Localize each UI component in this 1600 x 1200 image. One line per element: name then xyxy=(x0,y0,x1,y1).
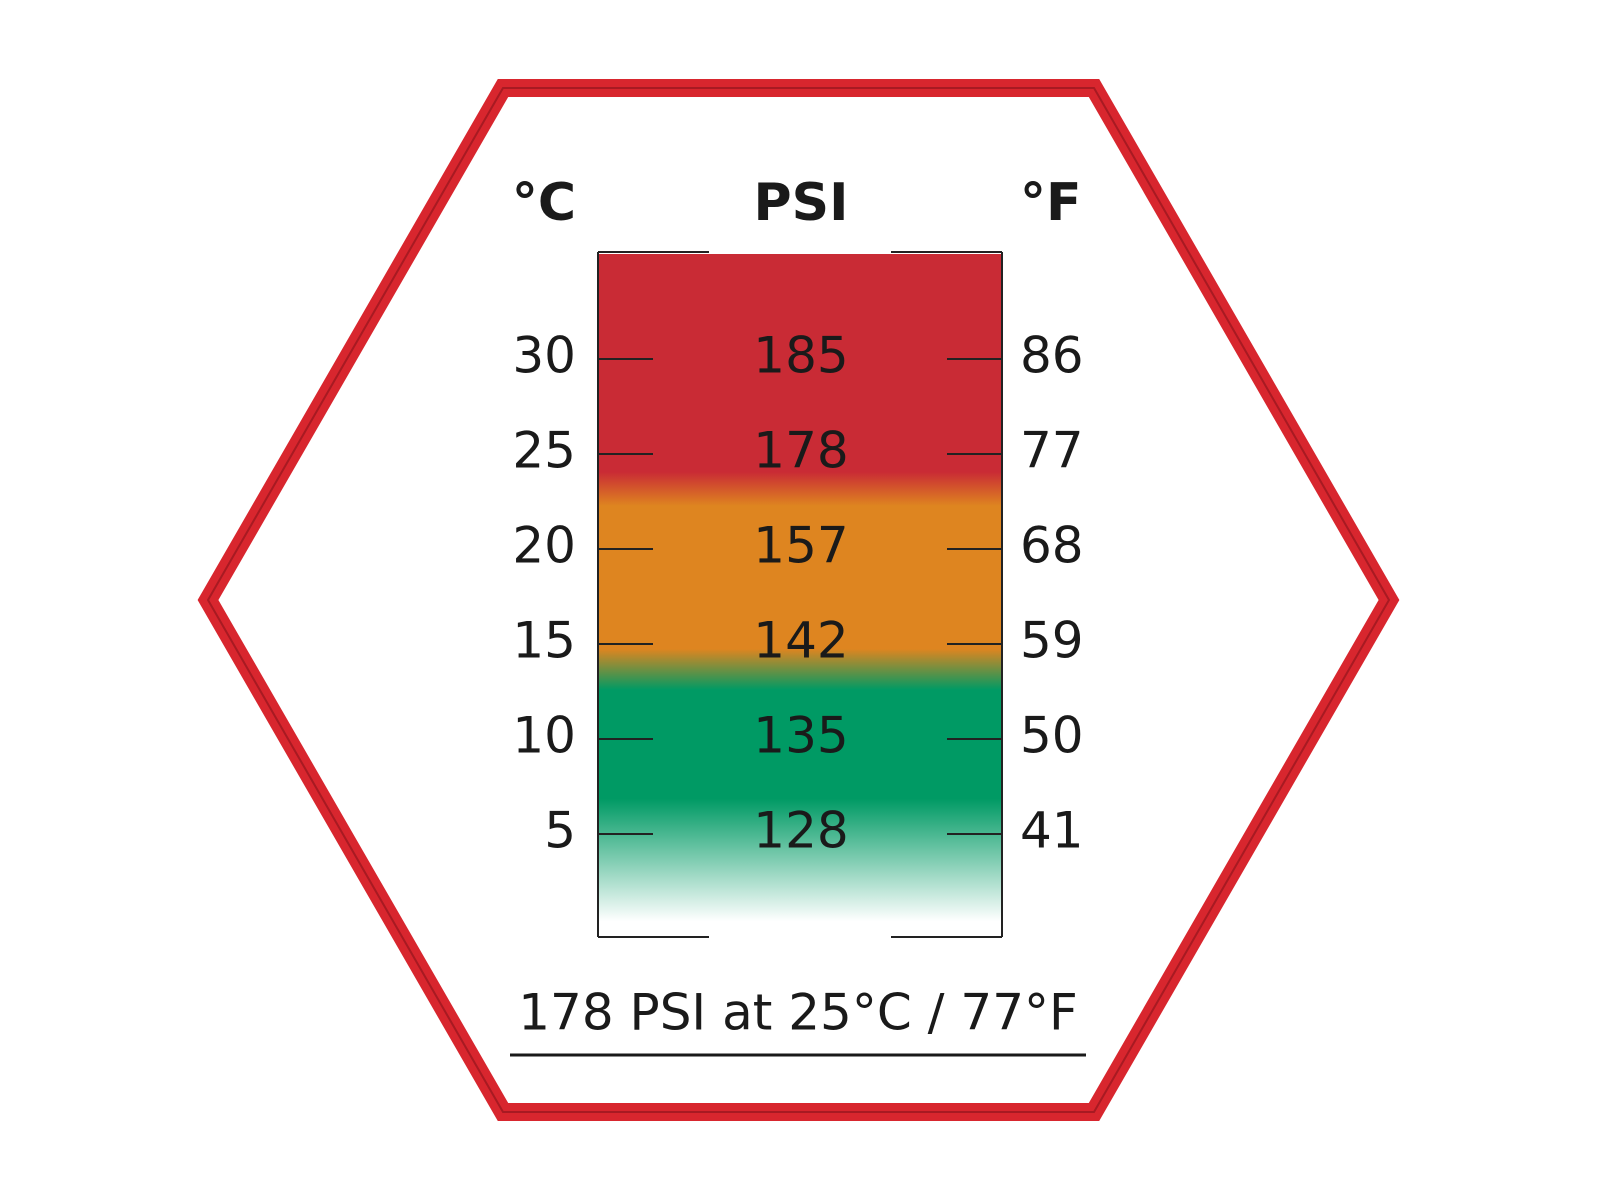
gauge-fill xyxy=(598,254,1002,935)
celsius-value: 15 xyxy=(512,612,576,670)
fahrenheit-value: 41 xyxy=(1020,802,1084,860)
psi-value: 135 xyxy=(753,707,848,765)
psi-value: 128 xyxy=(753,802,848,860)
fahrenheit-value: 59 xyxy=(1020,612,1084,670)
psi-value: 178 xyxy=(753,422,848,480)
psi-value: 157 xyxy=(753,517,848,575)
celsius-value: 30 xyxy=(512,327,576,385)
psi-header: PSI xyxy=(754,173,849,233)
celsius-value: 20 xyxy=(512,517,576,575)
fahrenheit-value: 68 xyxy=(1020,517,1084,575)
gauge-frame xyxy=(597,251,1003,938)
fahrenheit-header: °F xyxy=(1020,173,1082,233)
fahrenheit-value: 50 xyxy=(1020,707,1084,765)
fahrenheit-value: 86 xyxy=(1020,327,1084,385)
celsius-header: °C xyxy=(512,173,576,233)
celsius-value: 25 xyxy=(512,422,576,480)
fahrenheit-value: 77 xyxy=(1020,422,1084,480)
psi-value: 185 xyxy=(753,327,848,385)
psi-value: 142 xyxy=(753,612,848,670)
hexagon-edge xyxy=(206,87,1391,1113)
celsius-value: 5 xyxy=(544,802,576,860)
footer-note: 178 PSI at 25°C / 77°F xyxy=(518,984,1078,1042)
celsius-value: 10 xyxy=(512,707,576,765)
